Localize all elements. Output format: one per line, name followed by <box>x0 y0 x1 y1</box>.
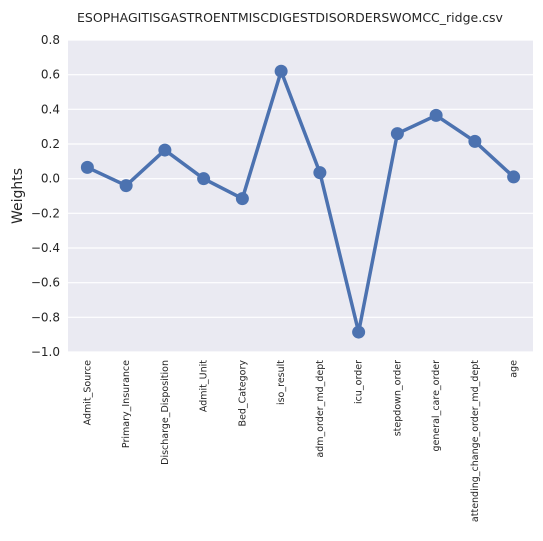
y-tick-label: −1.0 <box>31 345 60 359</box>
data-point <box>80 160 94 174</box>
x-tick-label: Bed_Category <box>237 360 248 427</box>
x-tick-label: Admit_Source <box>82 360 93 426</box>
x-tick-label: iso_result <box>276 360 287 405</box>
data-point <box>274 64 288 78</box>
x-tick-label: Discharge_Disposition <box>160 360 171 465</box>
data-point <box>468 134 482 148</box>
data-point <box>352 325 366 339</box>
y-axis-label: Weights <box>10 168 26 224</box>
plot-area <box>68 40 533 352</box>
x-tick-label: Admit_Unit <box>199 360 210 412</box>
x-axis: Admit_Source Primary_Insurance Discharge_D… <box>82 360 519 522</box>
y-tick-label: 0.0 <box>41 172 60 186</box>
y-tick-label: −0.2 <box>31 206 60 220</box>
data-point <box>313 166 327 180</box>
x-tick-label: general_care_order <box>431 360 442 452</box>
y-tick-label: 0.6 <box>41 68 60 82</box>
chart-title: ESOPHAGITISGASTROENTMISCDIGESTDISORDERSW… <box>77 10 504 25</box>
grid-lines <box>68 39 533 353</box>
series-line <box>86 69 515 334</box>
y-tick-label: 0.4 <box>41 102 60 116</box>
y-tick-label: −0.4 <box>31 241 60 255</box>
x-tick-label: attending_change_order_md_dept <box>470 360 481 522</box>
data-point <box>507 170 521 184</box>
y-axis: 0.8 0.6 0.4 0.2 0.0 −0.2 −0.4 −0.6 −0.8 −1.0 <box>31 33 60 359</box>
y-tick-label: 0.8 <box>41 33 60 47</box>
data-point <box>197 172 211 186</box>
y-tick-label: 0.2 <box>41 137 60 151</box>
x-tick-label: stepdown_order <box>392 360 403 436</box>
data-point <box>390 127 404 141</box>
x-tick-label: age <box>509 360 520 378</box>
data-point <box>235 192 249 206</box>
data-point <box>119 179 133 193</box>
y-tick-label: −0.8 <box>31 310 60 324</box>
y-tick-label: −0.6 <box>31 276 60 290</box>
series-weights <box>80 64 521 339</box>
data-point <box>429 108 443 122</box>
x-tick-label: Primary_Insurance <box>121 360 132 448</box>
data-point <box>158 143 172 157</box>
x-tick-label: adm_order_md_dept <box>315 360 326 458</box>
x-tick-label: icu_order <box>354 360 365 404</box>
